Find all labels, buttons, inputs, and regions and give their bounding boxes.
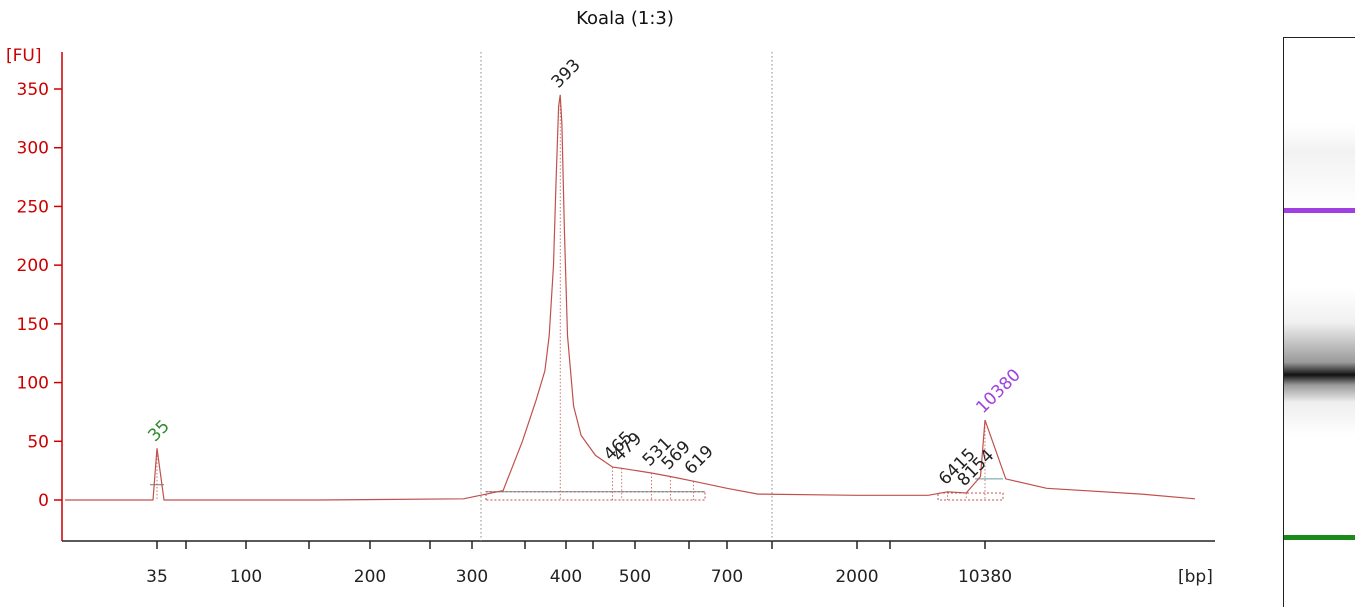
- x-axis-label: [bp]: [1178, 567, 1213, 587]
- y-tick-label: 350: [17, 80, 49, 100]
- y-tick-label: 50: [27, 432, 49, 452]
- y-tick-label: 150: [17, 315, 49, 335]
- electropherogram-chart: Koala (1:3) [FU] [bp] 0 50 100 150 200 250 300…: [6, 8, 1215, 587]
- x-tick-label: 10380: [958, 567, 1012, 587]
- x-tick-label: 400: [550, 567, 582, 587]
- peak-region-box: [485, 491, 706, 501]
- y-tick-label: 300: [17, 139, 49, 159]
- y-axis-label: [FU]: [6, 46, 42, 66]
- y-tick-label: 100: [17, 374, 49, 394]
- gel-lane: [1283, 37, 1355, 607]
- y-tick-label: 200: [17, 256, 49, 276]
- peak-label: 35: [144, 416, 173, 445]
- x-tick-label: 100: [230, 567, 262, 587]
- x-tick-label: 35: [146, 567, 168, 587]
- x-tick-label: 500: [619, 567, 651, 587]
- trace-line: [65, 94, 1196, 501]
- x-tick-label: 2000: [835, 567, 878, 587]
- peak-label: 10380: [972, 365, 1024, 417]
- x-tick-label: 300: [456, 567, 488, 587]
- x-tick-label: 700: [711, 567, 743, 587]
- peak-region-box: [937, 492, 1004, 501]
- lower-marker-band: [1284, 535, 1355, 541]
- y-tick-label: 250: [17, 197, 49, 217]
- peak-label: 393: [548, 55, 585, 92]
- y-tick-label: 0: [38, 491, 49, 511]
- upper-marker-band: [1284, 208, 1355, 214]
- chart-title: Koala (1:3): [576, 8, 674, 29]
- x-tick-label: 200: [354, 567, 386, 587]
